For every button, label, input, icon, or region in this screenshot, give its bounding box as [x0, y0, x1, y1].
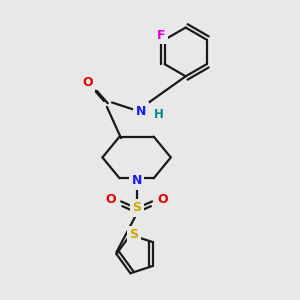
Text: N: N — [131, 174, 142, 187]
Text: S: S — [129, 228, 138, 241]
Text: N: N — [136, 105, 146, 118]
Text: H: H — [153, 108, 163, 122]
Text: O: O — [106, 194, 116, 206]
Text: S: S — [132, 202, 141, 214]
Text: O: O — [157, 194, 168, 206]
Text: F: F — [157, 29, 166, 42]
Text: O: O — [82, 76, 93, 89]
